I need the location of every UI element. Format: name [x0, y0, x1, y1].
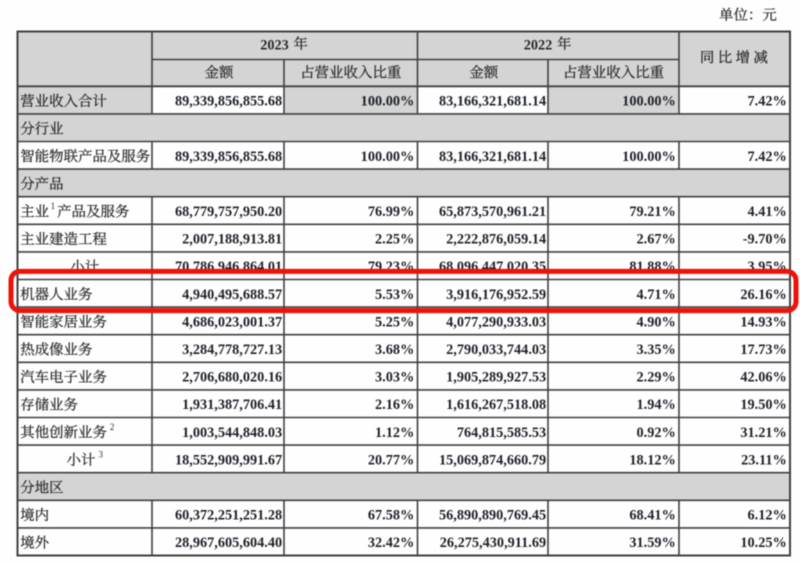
- svg-text:2.29%: 2.29%: [636, 370, 675, 386]
- svg-text:28,967,605,604.40: 28,967,605,604.40: [175, 535, 282, 551]
- svg-text:32.42%: 32.42%: [368, 535, 414, 551]
- svg-text:26.16%: 26.16%: [740, 287, 786, 303]
- svg-text:14.93%: 14.93%: [740, 314, 786, 330]
- svg-text:2.16%: 2.16%: [375, 397, 414, 413]
- svg-text:-9.70%: -9.70%: [743, 232, 787, 248]
- svg-text:60,372,251,251.28: 60,372,251,251.28: [175, 508, 282, 524]
- svg-text:2.25%: 2.25%: [375, 232, 414, 248]
- svg-text:42.06%: 42.06%: [740, 370, 786, 386]
- svg-text:23.11%: 23.11%: [741, 452, 787, 468]
- svg-text:4,940,495,688.57: 4,940,495,688.57: [182, 287, 282, 303]
- svg-text:18.12%: 18.12%: [629, 452, 675, 468]
- svg-text:764,815,585.53: 764,815,585.53: [457, 425, 546, 441]
- svg-text:65,873,570,961.21: 65,873,570,961.21: [439, 204, 546, 220]
- svg-text:7.42%: 7.42%: [747, 149, 786, 165]
- svg-text:3: 3: [98, 449, 103, 459]
- svg-text:4,686,023,001.37: 4,686,023,001.37: [182, 314, 282, 330]
- svg-text:1,931,387,706.41: 1,931,387,706.41: [182, 397, 282, 413]
- svg-text:4.71%: 4.71%: [636, 287, 675, 303]
- svg-text:1: 1: [51, 201, 56, 211]
- svg-text:3.68%: 3.68%: [375, 342, 414, 358]
- svg-text:17.73%: 17.73%: [740, 342, 786, 358]
- svg-text:2: 2: [110, 422, 115, 432]
- svg-text:3.03%: 3.03%: [375, 370, 414, 386]
- svg-text:18,552,909,991.67: 18,552,909,991.67: [175, 452, 282, 468]
- svg-text:2,007,188,913.81: 2,007,188,913.81: [182, 232, 282, 248]
- svg-text:68.41%: 68.41%: [629, 508, 675, 524]
- svg-text:56,890,890,769.45: 56,890,890,769.45: [439, 508, 546, 524]
- svg-text:5.53%: 5.53%: [375, 287, 414, 303]
- svg-text:0.92%: 0.92%: [636, 425, 675, 441]
- svg-text:3,284,778,727.13: 3,284,778,727.13: [182, 342, 282, 358]
- svg-text:1,905,289,927.53: 1,905,289,927.53: [446, 370, 546, 386]
- svg-text:89,339,856,855.68: 89,339,856,855.68: [175, 149, 282, 165]
- svg-text:5.25%: 5.25%: [375, 314, 414, 330]
- svg-text:68,779,757,950.20: 68,779,757,950.20: [175, 204, 282, 220]
- svg-text:67.58%: 67.58%: [368, 508, 414, 524]
- svg-text:3,916,176,952.59: 3,916,176,952.59: [446, 287, 546, 303]
- svg-text:31.21%: 31.21%: [740, 425, 786, 441]
- svg-text:26,275,430,911.69: 26,275,430,911.69: [440, 535, 546, 551]
- svg-text:2023: 2023: [260, 37, 289, 53]
- svg-text:2,790,033,744.03: 2,790,033,744.03: [446, 342, 546, 358]
- svg-text:1,616,267,518.08: 1,616,267,518.08: [446, 397, 546, 413]
- svg-text:83,166,321,681.14: 83,166,321,681.14: [439, 94, 546, 110]
- svg-text:10.25%: 10.25%: [740, 535, 786, 551]
- svg-text:31.59%: 31.59%: [629, 535, 675, 551]
- svg-text:100.00%: 100.00%: [361, 94, 415, 110]
- svg-text:1.94%: 1.94%: [636, 397, 675, 413]
- svg-text:20.77%: 20.77%: [368, 452, 414, 468]
- svg-text:15,069,874,660.79: 15,069,874,660.79: [439, 452, 546, 468]
- svg-text:19.50%: 19.50%: [740, 397, 786, 413]
- svg-text:4.41%: 4.41%: [747, 204, 786, 220]
- svg-text:2022: 2022: [524, 37, 553, 53]
- svg-text:3.35%: 3.35%: [636, 342, 675, 358]
- svg-text:100.00%: 100.00%: [622, 149, 676, 165]
- svg-text:4,077,290,933.03: 4,077,290,933.03: [446, 314, 546, 330]
- svg-text:76.99%: 76.99%: [368, 204, 414, 220]
- svg-text:1,003,544,848.03: 1,003,544,848.03: [182, 425, 282, 441]
- svg-text:1.12%: 1.12%: [375, 425, 414, 441]
- svg-text:7.42%: 7.42%: [747, 94, 786, 110]
- svg-text:100.00%: 100.00%: [361, 149, 415, 165]
- svg-text:2.67%: 2.67%: [636, 232, 675, 248]
- svg-text:79.21%: 79.21%: [629, 204, 675, 220]
- svg-text:83,166,321,681.14: 83,166,321,681.14: [439, 149, 546, 165]
- svg-text:4.90%: 4.90%: [636, 314, 675, 330]
- svg-text:100.00%: 100.00%: [622, 94, 676, 110]
- svg-text:89,339,856,855.68: 89,339,856,855.68: [175, 94, 282, 110]
- svg-text:2,222,876,059.14: 2,222,876,059.14: [446, 232, 546, 248]
- svg-text:6.12%: 6.12%: [747, 508, 786, 524]
- svg-text:2,706,680,020.16: 2,706,680,020.16: [182, 370, 282, 386]
